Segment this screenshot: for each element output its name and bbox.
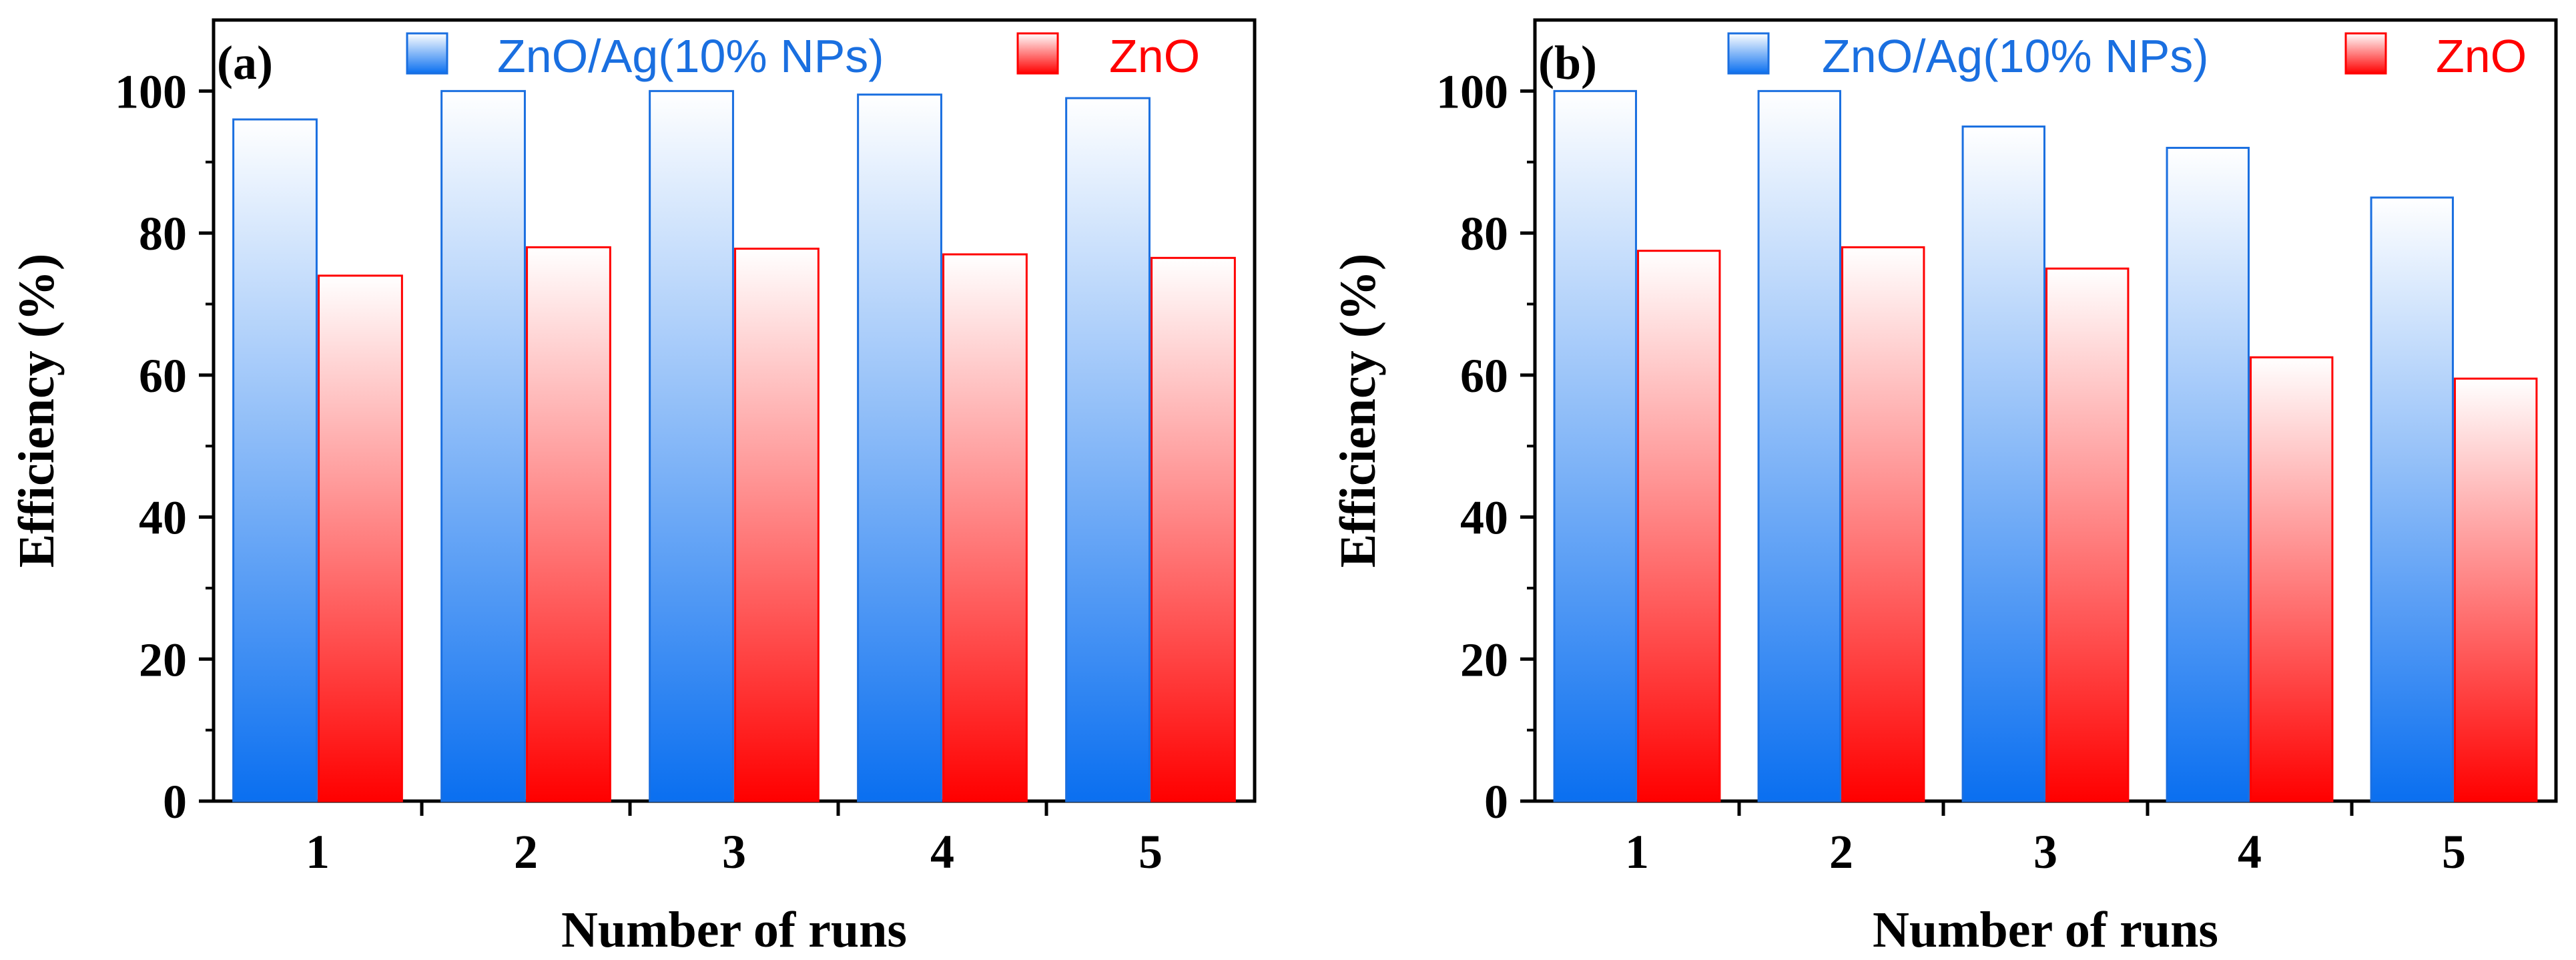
bars-b bbox=[1553, 89, 2538, 802]
y-tick-label-b-100: 100 bbox=[1436, 65, 1508, 118]
x-tick-label-a-3: 3 bbox=[722, 825, 746, 879]
legend-label-blue-b: ZnO/Ag(10% NPs) bbox=[1822, 30, 2209, 82]
y-axis-title-b: Efficiency (%) bbox=[1330, 254, 1386, 568]
legend-swatch-red-b bbox=[2344, 32, 2387, 75]
bar-a-series1-run1 bbox=[232, 118, 318, 802]
x-axis-title-b: Number of runs bbox=[1873, 902, 2218, 958]
legend-swatch-blue-b bbox=[1727, 32, 1770, 75]
y-ticks-a: 0 20 40 60 80 100 bbox=[115, 65, 214, 828]
x-tick-label-b-2: 2 bbox=[1829, 825, 1853, 879]
bar-a-series2-run3 bbox=[734, 247, 820, 802]
bar-b-series2-run5 bbox=[2454, 377, 2538, 802]
bar-a-series1-run3 bbox=[649, 89, 734, 802]
x-tick-label-a-5: 5 bbox=[1139, 825, 1163, 879]
plot-frame-b bbox=[1533, 18, 2558, 803]
panel-label-b: (b) bbox=[1538, 36, 1597, 89]
y-tick-label-a-80: 80 bbox=[139, 207, 187, 260]
x-ticks-a: 1 2 3 4 5 bbox=[306, 801, 1163, 879]
legend-swatch-red-a bbox=[1016, 32, 1059, 75]
bar-b-series1-run3 bbox=[1961, 126, 2045, 802]
y-tick-label-b-40: 40 bbox=[1460, 491, 1508, 545]
bar-b-series1-run4 bbox=[2166, 146, 2250, 802]
y-tick-label-b-80: 80 bbox=[1460, 207, 1508, 260]
legend-label-red-b: ZnO bbox=[2436, 30, 2527, 82]
y-ticks-b: 0 20 40 60 80 100 bbox=[1436, 65, 1535, 828]
legend-a: ZnO/Ag(10% NPs) ZnO bbox=[406, 30, 1200, 82]
plot-frame-a bbox=[212, 18, 1257, 803]
bar-b-series2-run2 bbox=[1841, 246, 1925, 802]
x-tick-label-a-4: 4 bbox=[930, 825, 954, 879]
bar-a-series2-run1 bbox=[318, 274, 403, 802]
y-tick-label-b-60: 60 bbox=[1460, 349, 1508, 403]
legend-label-blue-a: ZnO/Ag(10% NPs) bbox=[497, 30, 884, 82]
bar-a-series1-run2 bbox=[440, 89, 526, 802]
y-tick-label-a-20: 20 bbox=[139, 633, 187, 686]
x-tick-label-b-1: 1 bbox=[1625, 825, 1649, 879]
bar-a-series1-run5 bbox=[1065, 97, 1151, 802]
y-tick-label-b-20: 20 bbox=[1460, 633, 1508, 686]
panel-label-a: (a) bbox=[217, 36, 273, 89]
bar-a-series2-run4 bbox=[942, 253, 1028, 802]
legend-swatch-blue-a bbox=[406, 32, 448, 75]
bar-a-series2-run5 bbox=[1151, 256, 1236, 802]
bar-b-series1-run1 bbox=[1553, 89, 1637, 802]
chart-panel-b: 0 20 40 60 80 100 1 2 3 4 5 (b) ZnO/Ag(10% NPs) Z… bbox=[1330, 18, 2558, 958]
legend-label-red-a: ZnO bbox=[1109, 30, 1200, 82]
y-axis-title-a: Efficiency (%) bbox=[9, 254, 65, 568]
bar-b-series2-run4 bbox=[2250, 356, 2334, 802]
y-tick-label-a-0: 0 bbox=[163, 775, 187, 828]
x-tick-label-b-4: 4 bbox=[2238, 825, 2262, 879]
y-tick-label-a-100: 100 bbox=[115, 65, 187, 118]
x-tick-label-b-3: 3 bbox=[2033, 825, 2057, 879]
bar-a-series2-run2 bbox=[526, 246, 611, 802]
chart-panel-a: 0 20 40 60 80 100 1 2 3 4 5 (a) ZnO/Ag(10% NPs) Z… bbox=[9, 18, 1257, 958]
bar-a-series1-run4 bbox=[857, 93, 942, 802]
x-ticks-b: 1 2 3 4 5 bbox=[1625, 801, 2466, 879]
bar-b-series2-run3 bbox=[2045, 267, 2130, 802]
legend-b: ZnO/Ag(10% NPs) ZnO bbox=[1727, 30, 2527, 82]
bar-b-series1-run2 bbox=[1757, 89, 1841, 802]
y-tick-label-a-40: 40 bbox=[139, 491, 187, 545]
x-axis-title-a: Number of runs bbox=[561, 902, 907, 958]
x-tick-label-a-2: 2 bbox=[514, 825, 538, 879]
bar-b-series1-run5 bbox=[2370, 196, 2454, 802]
bars-a bbox=[232, 89, 1236, 802]
x-tick-label-b-5: 5 bbox=[2442, 825, 2466, 879]
x-tick-label-a-1: 1 bbox=[306, 825, 330, 879]
bar-b-series2-run1 bbox=[1637, 250, 1721, 802]
y-tick-label-a-60: 60 bbox=[139, 349, 187, 403]
y-tick-label-b-0: 0 bbox=[1484, 775, 1508, 828]
